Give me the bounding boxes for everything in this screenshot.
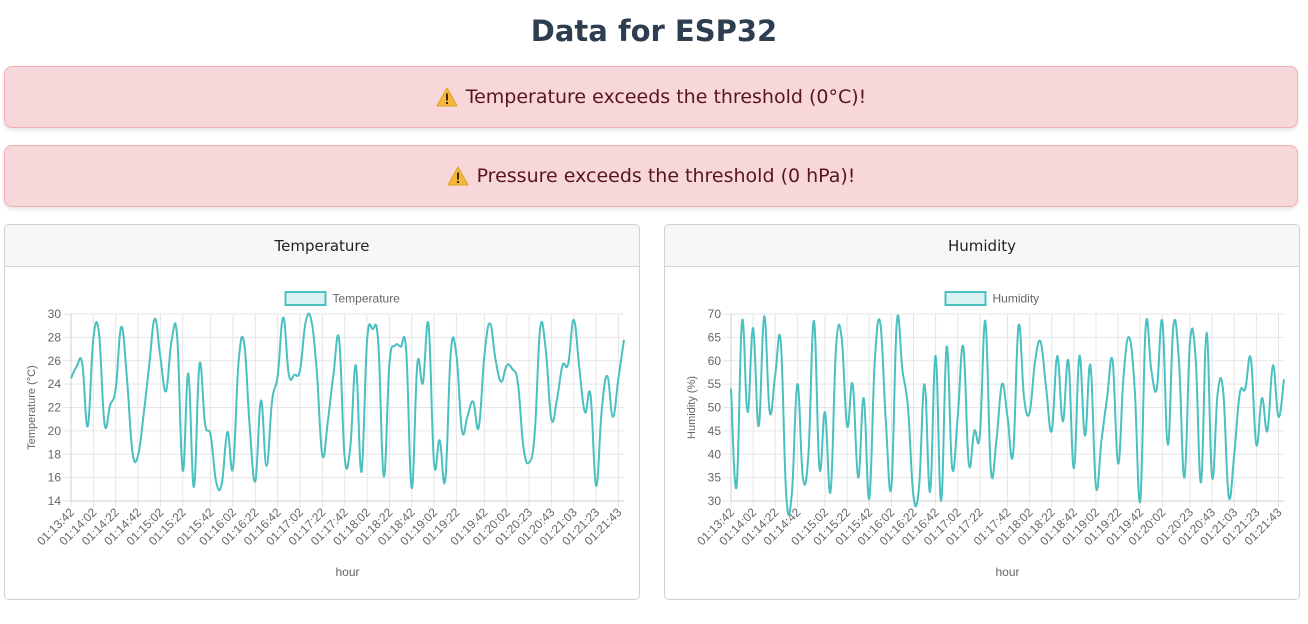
y-tick-label: 22 [48, 401, 62, 415]
temperature-chart: Temperature14161820222426283001:13:4201:… [26, 291, 625, 579]
warning-icon [447, 166, 469, 186]
y-tick-label: 30 [48, 307, 62, 321]
series-line [70, 312, 625, 492]
legend-label: Humidity [993, 292, 1040, 306]
pressure-alert: Pressure exceeds the threshold (0 hPa)! [4, 145, 1298, 207]
temperature-alert: Temperature exceeds the threshold (0°C)! [4, 66, 1298, 128]
series-line [730, 314, 1285, 516]
y-tick-label: 40 [708, 447, 722, 461]
alert-text: Temperature exceeds the threshold (0°C)! [465, 86, 867, 108]
y-tick-label: 60 [708, 354, 722, 368]
card-header: Temperature [5, 225, 639, 267]
y-tick-label: 20 [48, 424, 62, 438]
card-title: Temperature [274, 236, 370, 255]
chart-legend: Temperature [284, 291, 401, 306]
y-tick-label: 16 [48, 471, 62, 485]
y-tick-label: 24 [48, 377, 62, 391]
y-tick-label: 26 [48, 354, 62, 368]
x-axis-title: hour [335, 565, 359, 579]
data-points [70, 317, 625, 489]
legend-swatch [284, 291, 327, 306]
humidity-chart: Humidity30354045505560657001:13:4201:14:… [686, 291, 1285, 579]
y-tick-label: 30 [708, 494, 722, 508]
y-tick-label: 70 [708, 307, 722, 321]
y-axis-title: Humidity (%) [686, 376, 698, 439]
y-tick-label: 18 [48, 447, 62, 461]
y-tick-label: 55 [708, 377, 722, 391]
y-axis-title: Temperature (°C) [26, 365, 38, 449]
x-axis-title: hour [995, 565, 1019, 579]
chart-legend: Humidity [944, 291, 1040, 306]
y-tick-label: 45 [708, 424, 722, 438]
y-tick-label: 35 [708, 471, 722, 485]
y-tick-label: 65 [708, 330, 722, 344]
y-tick-label: 28 [48, 330, 62, 344]
y-tick-label: 14 [48, 494, 62, 508]
card-header: Humidity [665, 225, 1299, 267]
page-title: Data for ESP32 [530, 14, 778, 48]
card-title: Humidity [947, 236, 1016, 255]
legend-label: Temperature [333, 292, 401, 306]
legend-swatch [944, 291, 987, 306]
temperature-card: Temperature Temperature 14 16 18 20 22 24 26 28 3… [4, 224, 640, 600]
warning-icon [436, 87, 458, 107]
humidity-card: Humidity Humidity 30 35 40 45 50 55 60 65 70 01:13… [664, 224, 1300, 600]
y-tick-label: 50 [708, 401, 722, 415]
data-points [730, 316, 1285, 502]
alert-text: Pressure exceeds the threshold (0 hPa)! [476, 165, 856, 187]
